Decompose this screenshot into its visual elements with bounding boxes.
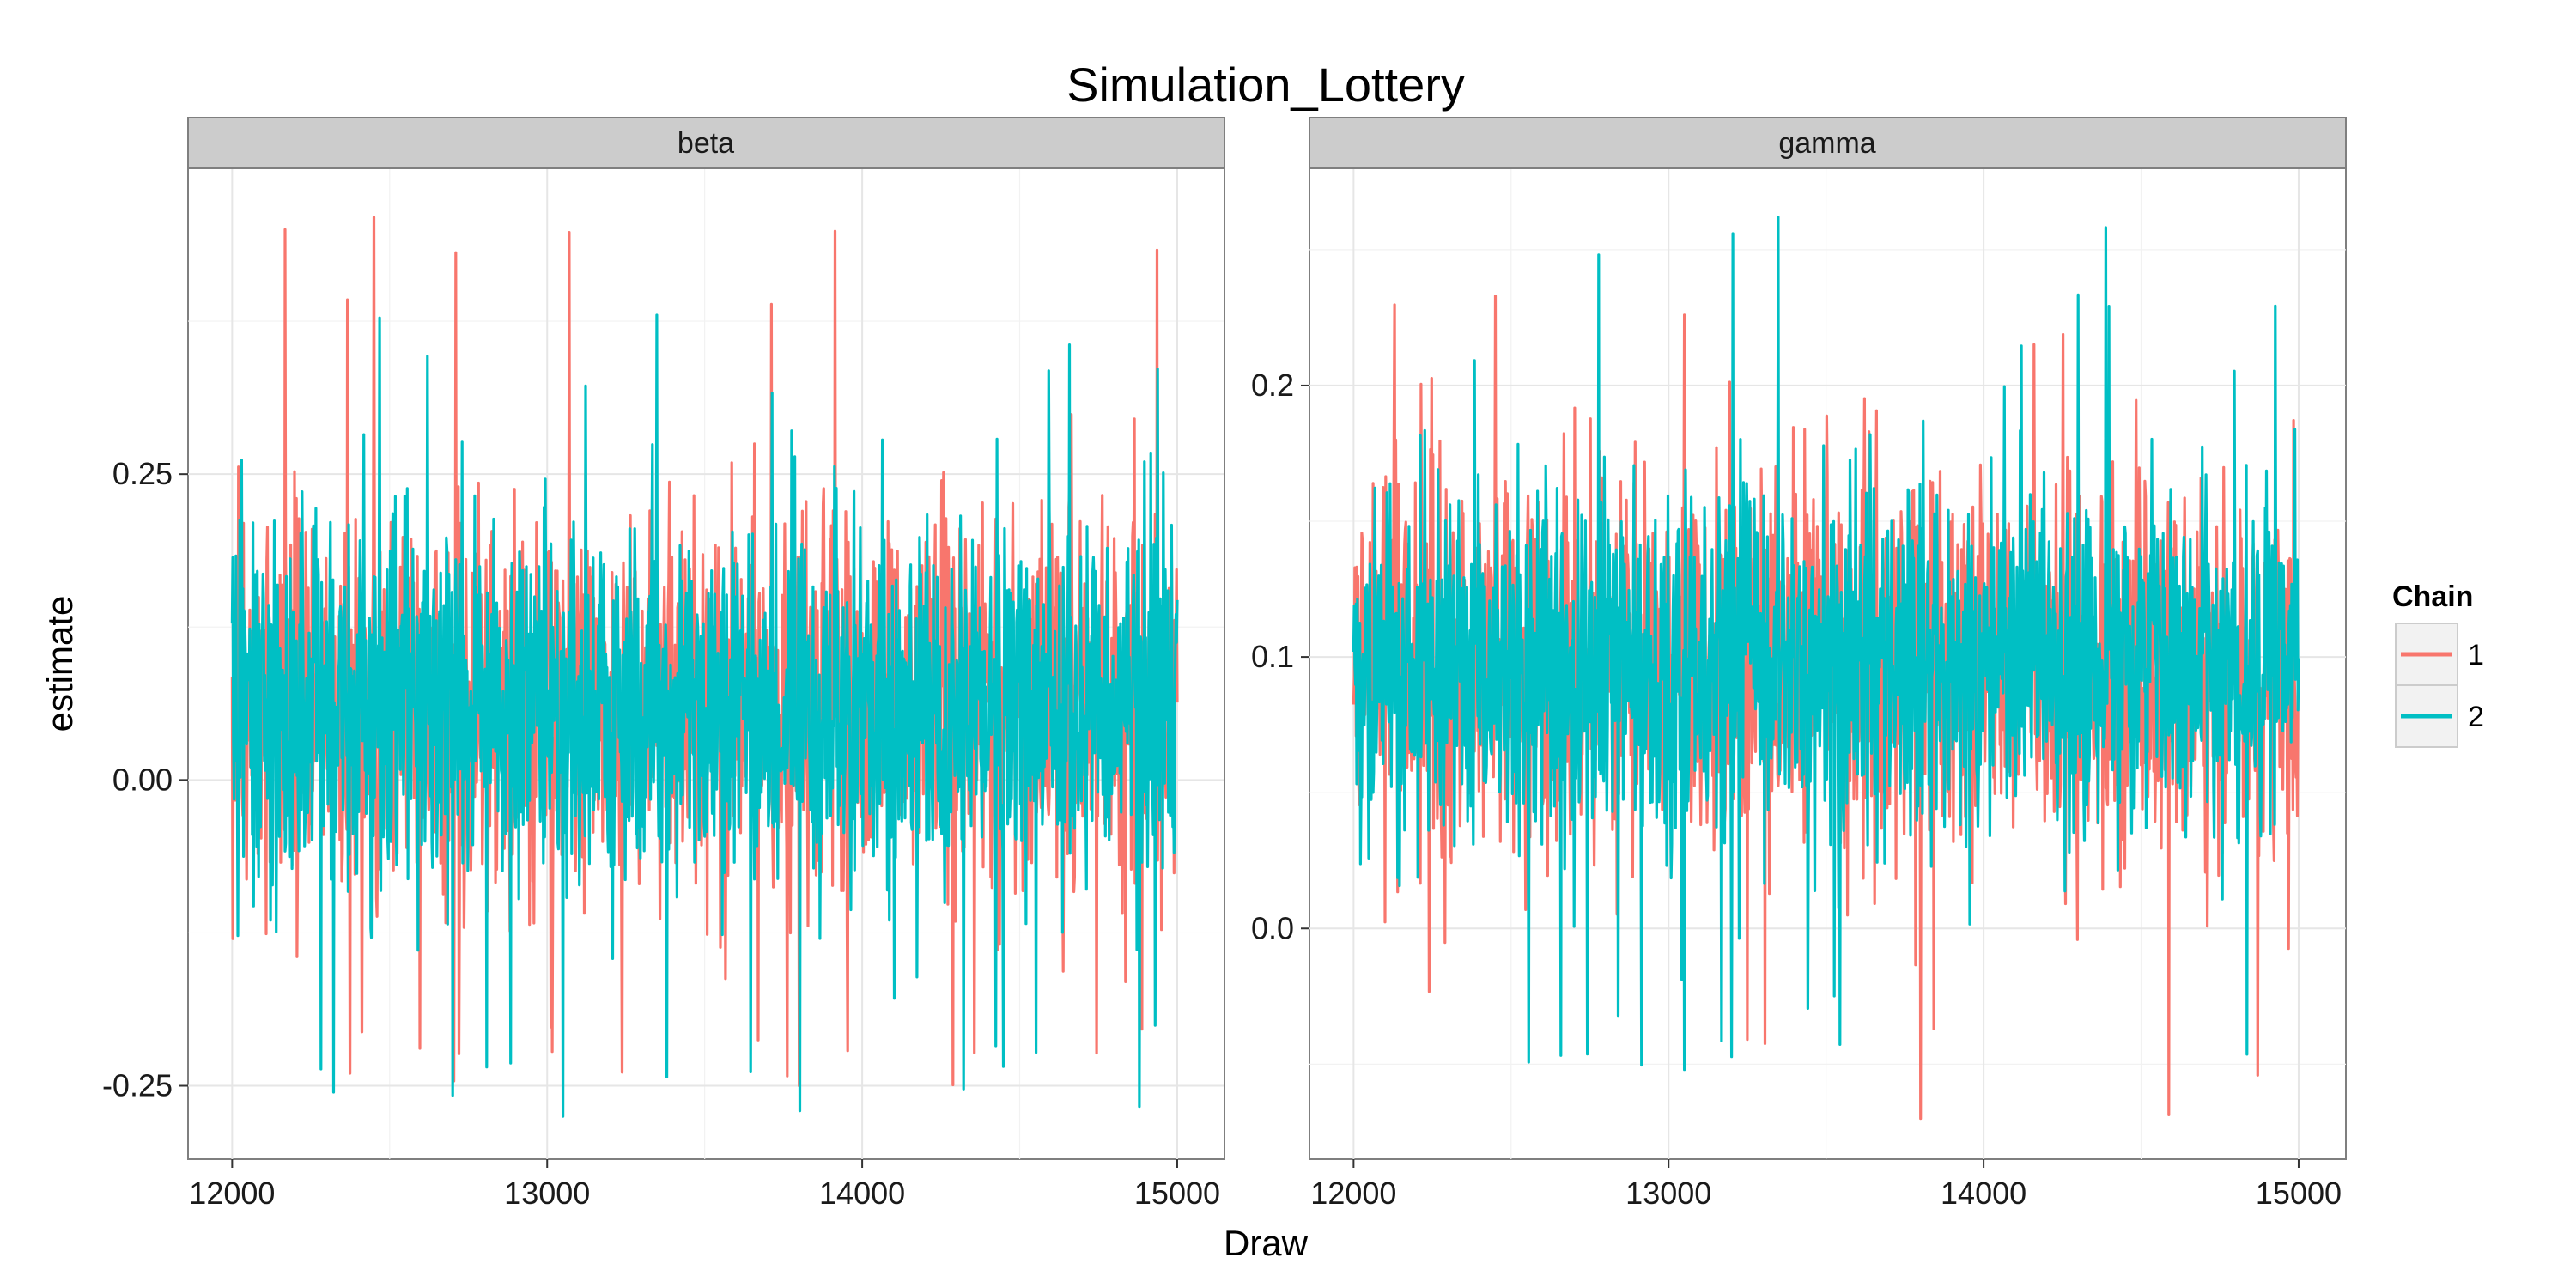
panel-beta-x-axis: 12000 13000 14000 15000 bbox=[189, 1159, 1220, 1211]
y-tick-label: 0.25 bbox=[112, 456, 173, 491]
legend: Chain 1 2 bbox=[2392, 580, 2484, 748]
x-tick-label: 15000 bbox=[2256, 1176, 2342, 1211]
panel-gamma-x-axis: 12000 13000 14000 15000 bbox=[1310, 1159, 2342, 1211]
chart-title: Simulation_Lottery bbox=[1066, 58, 1465, 112]
x-tick-label: 12000 bbox=[189, 1176, 275, 1211]
panel-beta-strip bbox=[187, 117, 1225, 169]
panel-beta-series bbox=[230, 216, 1179, 1118]
y-tick-label: 0.1 bbox=[1251, 639, 1294, 674]
legend-label-2: 2 bbox=[2468, 701, 2484, 733]
series-line-2 bbox=[230, 313, 1179, 1118]
y-tick-label: 0.00 bbox=[112, 762, 173, 797]
panel-gamma-y-axis: 0.0 0.1 0.2 bbox=[1251, 368, 1309, 945]
series-line-2 bbox=[1352, 216, 2300, 1072]
panel-beta-strip-label: beta bbox=[677, 127, 734, 160]
y-tick-label: 0.0 bbox=[1251, 910, 1294, 945]
panel-gamma-strip-label: gamma bbox=[1778, 127, 1875, 160]
y-tick-label: 0.2 bbox=[1251, 368, 1294, 403]
x-tick-label: 13000 bbox=[504, 1176, 590, 1211]
legend-label-1: 1 bbox=[2468, 639, 2484, 671]
x-tick-label: 15000 bbox=[1134, 1176, 1220, 1211]
x-tick-label: 14000 bbox=[819, 1176, 905, 1211]
legend-title: Chain bbox=[2392, 580, 2473, 613]
x-axis-title: Draw bbox=[1224, 1223, 1309, 1263]
panel-gamma-series bbox=[1352, 216, 2300, 1121]
x-tick-label: 13000 bbox=[1625, 1176, 1711, 1211]
x-tick-label: 12000 bbox=[1310, 1176, 1396, 1211]
panel-beta-y-axis: -0.25 0.00 0.25 bbox=[102, 456, 188, 1103]
panel-gamma: gamma 12000 13000 14000 15000 0.0 0.1 0.2 bbox=[1251, 117, 2347, 1211]
x-tick-label: 14000 bbox=[1941, 1176, 2026, 1211]
panel-gamma-strip bbox=[1309, 117, 2347, 169]
panel-beta: beta 12000 13000 14000 15000 -0.25 0.00 0.25 bbox=[102, 117, 1225, 1211]
y-axis-title: estimate bbox=[39, 596, 80, 732]
y-tick-label: -0.25 bbox=[102, 1068, 173, 1103]
